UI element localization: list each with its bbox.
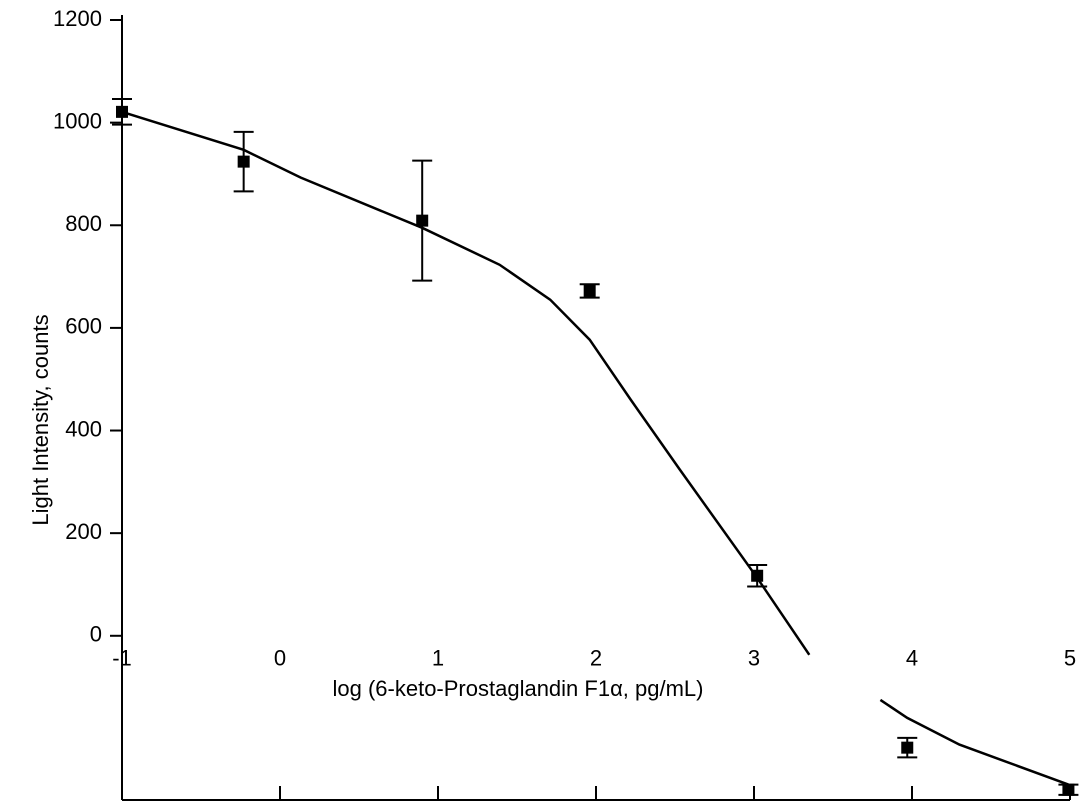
y-tick-label: 600 xyxy=(65,314,102,339)
x-tick-label: 5 xyxy=(1064,646,1076,671)
y-tick-label: 0 xyxy=(90,622,102,647)
fit-curve xyxy=(121,110,1069,786)
x-tick-label: 1 xyxy=(432,646,444,671)
data-point xyxy=(416,214,429,227)
data-point xyxy=(583,284,596,297)
data-point xyxy=(237,155,250,168)
x-tick-label: 4 xyxy=(906,646,918,671)
y-tick-label: 800 xyxy=(65,211,102,236)
y-tick-label: 200 xyxy=(65,519,102,544)
x-axis-label: log (6-keto-Prostaglandin F1α, pg/mL) xyxy=(332,676,703,701)
data-point xyxy=(901,741,914,754)
data-point xyxy=(116,105,128,118)
data-point xyxy=(751,569,764,582)
y-tick-label: 400 xyxy=(65,416,102,441)
x-tick-label: -1 xyxy=(112,646,132,671)
x-tick-label: 3 xyxy=(748,646,760,671)
data-point xyxy=(1062,783,1075,796)
x-tick-label: 0 xyxy=(274,646,286,671)
y-tick-label: 1000 xyxy=(53,108,102,133)
x-tick-label: 2 xyxy=(590,646,602,671)
y-axis-label: Light Intensity, counts xyxy=(28,314,53,525)
y-tick-label: 1200 xyxy=(53,6,102,31)
